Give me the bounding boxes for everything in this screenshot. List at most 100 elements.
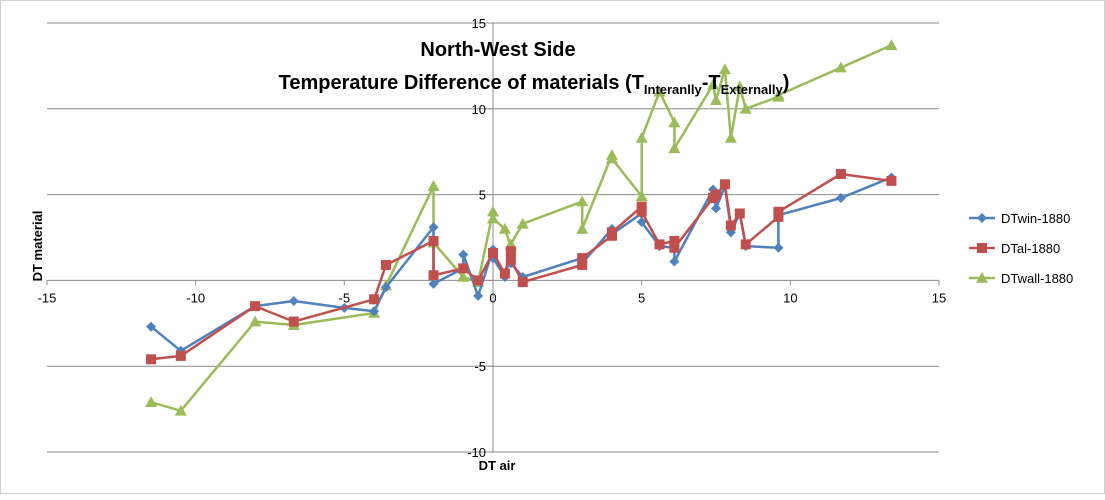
data-point — [724, 131, 737, 143]
data-point — [146, 354, 157, 365]
axes: -15 -10 -5 0 5 10 15 -10 -5 5 10 15 — [38, 16, 947, 460]
data-point — [718, 63, 731, 75]
title-subscript-external: Externally — [721, 82, 784, 97]
legend-label: DTwall-1880 — [1001, 271, 1073, 286]
data-point — [428, 235, 439, 246]
data-point — [740, 239, 751, 250]
data-point — [773, 206, 784, 217]
data-point — [175, 350, 186, 361]
data-point — [380, 259, 391, 270]
data-point — [428, 278, 439, 289]
y-tick-label: 15 — [472, 16, 486, 31]
data-point — [488, 247, 498, 258]
y-tick-label: -10 — [467, 445, 486, 460]
x-tick-label: 15 — [932, 290, 946, 305]
series-line — [150, 172, 892, 361]
data-point — [145, 396, 158, 408]
data-point — [428, 270, 439, 281]
data-point — [739, 102, 752, 114]
data-point — [517, 277, 528, 288]
data-point — [635, 190, 648, 202]
series-DTal-1880 — [146, 169, 897, 365]
data-point — [606, 227, 617, 238]
legend-marker — [977, 213, 987, 223]
data-point — [707, 78, 720, 90]
data-point — [669, 256, 680, 267]
x-tick-label: -15 — [38, 290, 57, 305]
legend-marker — [976, 272, 988, 283]
data-point — [636, 206, 647, 217]
data-point — [669, 235, 680, 246]
y-tick-label: 5 — [479, 188, 486, 203]
data-point — [488, 253, 498, 264]
legend-item: DTwall-1880 — [969, 271, 1073, 286]
data-point — [369, 306, 380, 317]
x-tick-label: 10 — [783, 290, 797, 305]
data-point — [636, 217, 647, 228]
data-point — [834, 61, 847, 73]
data-point — [733, 80, 746, 92]
title-minus-t: -T — [702, 72, 721, 94]
x-axis-label: DT air — [479, 458, 516, 473]
data-point — [458, 263, 469, 274]
data-point — [886, 175, 897, 186]
data-point — [473, 275, 484, 286]
data-point — [457, 270, 470, 282]
data-point — [288, 295, 299, 306]
title-main-text: Temperature Difference of materials (T — [279, 72, 644, 94]
series-DTwin-1880 — [146, 172, 897, 356]
data-point — [885, 39, 898, 51]
y-axis-label: DT material — [30, 211, 45, 282]
data-point — [668, 142, 681, 154]
data-point — [668, 116, 681, 128]
data-point — [249, 315, 262, 327]
data-point — [605, 152, 618, 164]
data-point — [576, 195, 589, 207]
data-point — [669, 242, 680, 253]
data-point — [654, 239, 665, 250]
data-point — [725, 220, 736, 231]
chart-title: North-West Side Temperature Difference o… — [279, 39, 790, 97]
chart-title-line-2: Temperature Difference of materials (TIn… — [279, 72, 790, 97]
data-point — [577, 253, 588, 264]
data-point — [174, 404, 187, 416]
data-point — [505, 254, 516, 265]
x-tick-label: 0 — [489, 290, 496, 305]
data-point — [711, 203, 721, 214]
data-point — [577, 259, 588, 270]
legend: DTwin-1880 DTal-1880 DTwall-1880 — [969, 211, 1073, 286]
data-point — [146, 321, 157, 332]
legend-label: DTwin-1880 — [1001, 211, 1070, 226]
data-point — [576, 222, 589, 234]
data-point — [487, 212, 499, 224]
legend-label: DTal-1880 — [1001, 241, 1060, 256]
data-point — [653, 85, 666, 97]
data-point — [380, 282, 391, 293]
data-point — [635, 131, 648, 143]
data-point — [734, 208, 745, 219]
legend-item: DTal-1880 — [969, 241, 1060, 256]
data-point — [773, 242, 784, 253]
legend-item: DTwin-1880 — [969, 211, 1070, 226]
data-point — [369, 294, 380, 305]
title-subscript-internal: Interanlly — [644, 82, 703, 97]
title-close-paren: ) — [783, 72, 790, 94]
data-point — [772, 89, 785, 100]
data-point — [427, 180, 440, 191]
data-point — [835, 169, 846, 180]
data-point — [773, 211, 784, 222]
data-point — [499, 268, 510, 279]
data-point — [516, 217, 529, 229]
y-tick-label: 10 — [472, 102, 486, 117]
x-tick-label: 5 — [638, 290, 645, 305]
data-point — [473, 290, 484, 301]
legend-marker — [977, 243, 987, 253]
x-tick-label: -10 — [186, 290, 205, 305]
chart-title-line-1: North-West Side — [420, 39, 575, 61]
data-point — [719, 179, 730, 190]
data-point — [250, 301, 261, 312]
data-point — [458, 249, 469, 260]
y-tick-label: -5 — [474, 359, 486, 374]
